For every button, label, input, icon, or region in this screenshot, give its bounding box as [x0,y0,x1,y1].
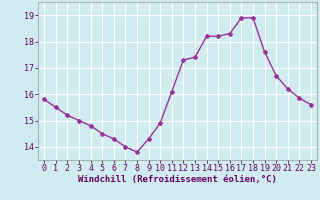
X-axis label: Windchill (Refroidissement éolien,°C): Windchill (Refroidissement éolien,°C) [78,175,277,184]
